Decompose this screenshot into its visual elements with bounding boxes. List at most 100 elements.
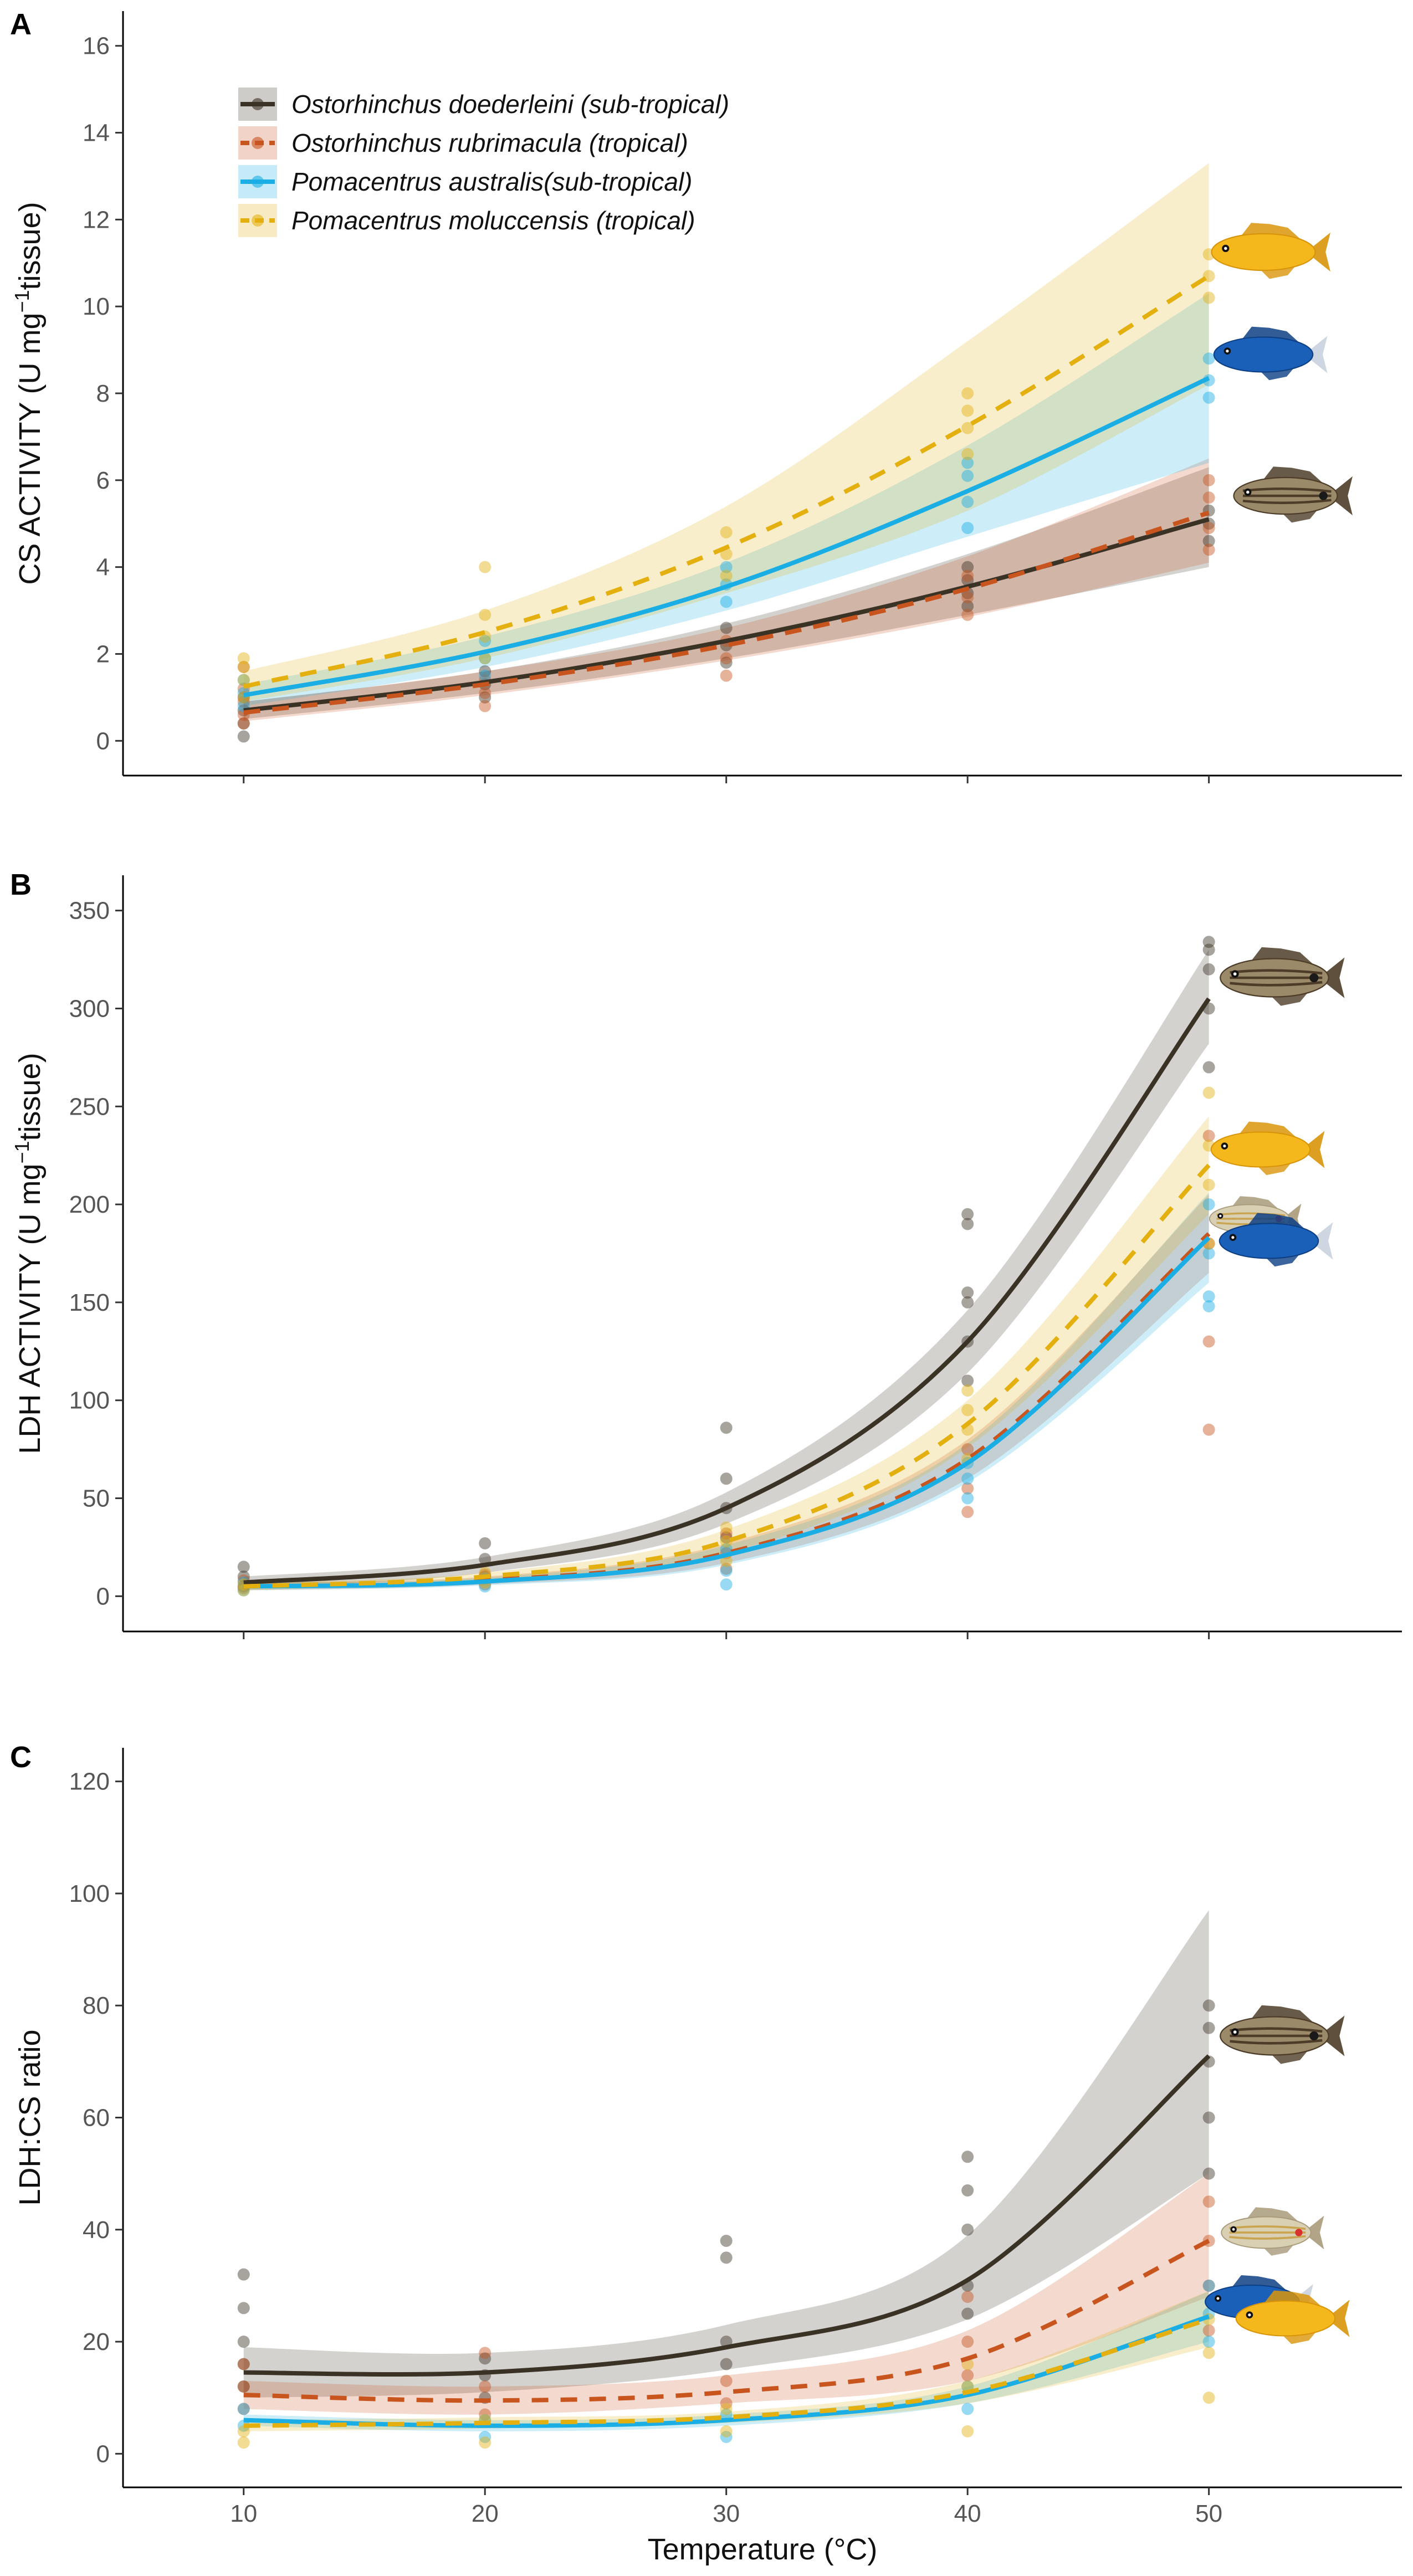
fish-icon-australis: [1213, 326, 1328, 381]
data-point-series-0: [720, 2235, 733, 2247]
fish-eye-highlight: [1223, 1145, 1226, 1148]
legend-key-point: [252, 176, 264, 188]
y-tick-label: 8: [96, 380, 110, 407]
data-point-series-1: [1202, 1423, 1215, 1436]
fish-stripe: [1242, 499, 1332, 504]
y-tick-label: 120: [69, 1768, 110, 1795]
data-point-series-3: [720, 569, 733, 582]
data-point-series-0: [1202, 535, 1215, 547]
data-point-series-0: [1202, 1999, 1215, 2012]
data-point-series-3: [961, 387, 974, 399]
data-point-series-1: [479, 687, 492, 700]
data-point-series-1: [961, 2369, 974, 2382]
data-point-series-1: [720, 1562, 733, 1575]
data-point-series-0: [237, 717, 250, 730]
fish-body: [1213, 336, 1314, 373]
data-point-series-1: [961, 608, 974, 621]
data-point-series-3: [720, 526, 733, 538]
data-point-series-2: [961, 496, 974, 509]
data-point-series-2: [479, 669, 492, 682]
data-point-series-0: [961, 1296, 974, 1308]
x-tick-label: 40: [954, 2500, 981, 2527]
data-point-series-1: [237, 660, 250, 673]
data-point-series-2: [720, 2430, 733, 2443]
data-point-series-0: [961, 561, 974, 573]
data-point-series-2: [479, 634, 492, 647]
y-tick-label: 50: [83, 1485, 110, 1512]
data-point-series-0: [961, 2151, 974, 2163]
data-point-series-2: [1202, 1247, 1215, 1260]
fish-eye-highlight: [1246, 490, 1250, 494]
data-point-series-3: [1202, 2392, 1215, 2404]
fish-eye-highlight: [1219, 1214, 1222, 1218]
fish-icon-moluccensis: [1235, 2290, 1350, 2344]
fish-eye-highlight: [1231, 1236, 1235, 1239]
data-point-series-1: [961, 569, 974, 582]
data-point-series-3: [237, 652, 250, 665]
ci-band-series-1: [243, 2173, 1209, 2415]
panel-B: B 0 50 100 150 200 250 300 350 LDH ACTIVITY (U mg…: [10, 868, 1402, 1639]
fish-eye-highlight: [1224, 247, 1227, 250]
fish-stripe: [1229, 2235, 1306, 2240]
fish-eye-highlight: [1233, 972, 1237, 976]
fish-tail: [1326, 2300, 1350, 2337]
legend: Ostorhinchus doederleini (sub-tropical) O…: [238, 88, 729, 237]
y-tick-label: 14: [83, 120, 110, 147]
data-point-series-0: [720, 2251, 733, 2264]
data-point-series-3: [961, 1404, 974, 1417]
data-point-series-2: [961, 469, 974, 482]
data-point-series-1: [1202, 543, 1215, 556]
data-point-series-3: [720, 1535, 733, 1548]
fish-stripe: [1230, 981, 1323, 987]
data-point-series-3: [237, 674, 250, 686]
data-point-series-0: [1202, 963, 1215, 976]
x-tick-label: 20: [472, 2500, 499, 2527]
y-tick-label: 0: [96, 1583, 110, 1610]
data-point-series-1: [1202, 474, 1215, 486]
panel-letter: A: [10, 8, 32, 41]
data-point-series-0: [479, 1553, 492, 1566]
data-point-series-2: [961, 456, 974, 469]
panel-letter: B: [10, 868, 32, 901]
data-point-series-0: [1202, 2167, 1215, 2180]
fish-tail: [1319, 957, 1345, 998]
data-point-series-0: [961, 2307, 974, 2320]
fish-tail: [1303, 2215, 1324, 2250]
data-point-series-0: [479, 665, 492, 678]
fish-tail: [1301, 1131, 1325, 1168]
data-point-series-0: [961, 2223, 974, 2236]
data-point-series-1: [479, 2408, 492, 2421]
ci-band-series-1: [243, 458, 1209, 721]
data-point-series-0: [1202, 1061, 1215, 1074]
data-point-series-1: [961, 591, 974, 604]
y-tick-label: 2: [96, 640, 110, 668]
y-axis-title-tail: tissue): [13, 202, 47, 290]
y-axis-title-superscript: −1: [11, 290, 33, 312]
fish-eye-highlight: [1226, 350, 1229, 353]
data-point-series-0: [961, 574, 974, 587]
panel-A: A 0 2 4 6 8 10 12 14 16 CS ACTIVITY (U mg−1tissue)…: [10, 8, 1402, 783]
x-tick-label: 10: [230, 2500, 257, 2527]
data-point-series-3: [961, 1384, 974, 1397]
data-point-series-0: [479, 2352, 492, 2365]
fish-icon-doederleini: [1233, 466, 1353, 523]
fish-icon-doederleini: [1220, 2005, 1345, 2064]
y-axis-title: CS ACTIVITY (U mg−1tissue): [11, 202, 47, 584]
data-point-series-0: [237, 2380, 250, 2393]
data-point-series-0: [1202, 2021, 1215, 2034]
data-point-series-0: [1202, 936, 1215, 948]
legend-key-point: [252, 98, 264, 110]
data-point-series-1: [720, 1527, 733, 1540]
data-point-series-1: [237, 717, 250, 730]
data-point-series-0: [237, 2336, 250, 2348]
data-point-series-1: [237, 2380, 250, 2393]
data-point-series-0: [720, 622, 733, 634]
data-point-series-2: [720, 596, 733, 608]
fish-tail: [1319, 2015, 1345, 2056]
data-point-series-1: [237, 2358, 250, 2370]
fish-icon-doederleini: [1220, 947, 1345, 1006]
x-tick-label: 50: [1195, 2500, 1222, 2527]
data-point-series-0: [237, 730, 250, 743]
y-tick-label: 200: [69, 1191, 110, 1218]
data-point-series-1: [1202, 1335, 1215, 1348]
